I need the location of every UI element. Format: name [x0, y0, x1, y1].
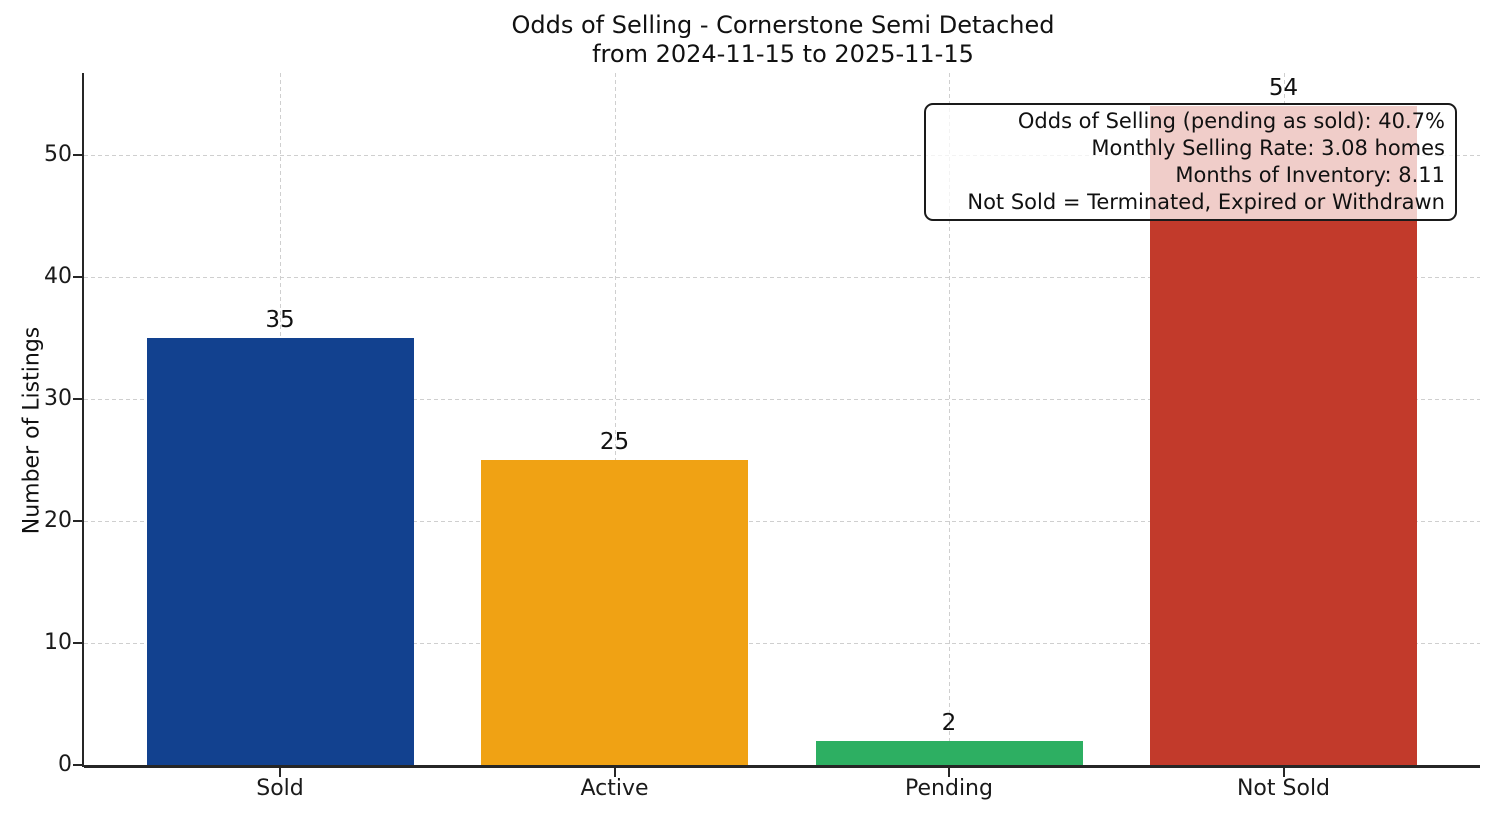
x-tick-label-not-sold: Not Sold — [1236, 776, 1331, 801]
y-tick-label: 50 — [44, 142, 72, 167]
gridline-horizontal — [84, 399, 1480, 400]
gridline-horizontal — [84, 277, 1480, 278]
gridline-horizontal — [84, 521, 1480, 522]
gridline-vertical-pending — [949, 73, 950, 765]
annotation-line-2: Monthly Selling Rate: 3.08 homes — [1091, 136, 1445, 160]
y-tick-mark — [73, 398, 82, 400]
gridline-vertical-active — [614, 73, 616, 765]
y-tick-mark — [73, 520, 82, 522]
bar-sold — [146, 338, 414, 765]
chart-title-line1: Odds of Selling - Cornerstone Semi Detac… — [511, 11, 1055, 39]
y-tick-label: 40 — [44, 264, 72, 289]
y-tick-mark — [73, 154, 82, 156]
chart-title-line2: from 2024-11-15 to 2025-11-15 — [592, 40, 974, 68]
y-tick-label: 20 — [44, 508, 72, 533]
x-axis-spine — [84, 765, 1480, 768]
chart-title: Odds of Selling - Cornerstone Semi Detac… — [512, 11, 1055, 69]
y-tick-label: 30 — [44, 386, 72, 411]
bar-value-label-sold: 35 — [265, 307, 295, 333]
x-tick-mark-pending — [948, 767, 950, 777]
x-tick-mark-active — [613, 767, 616, 777]
annotation-line-1: Odds of Selling (pending as sold): 40.7% — [1017, 109, 1445, 133]
x-tick-label-active: Active — [580, 776, 649, 801]
x-tick-label-sold: Sold — [256, 776, 304, 801]
gridline-horizontal — [84, 155, 1480, 156]
bar-value-label-pending: 2 — [941, 709, 957, 736]
annotation-box: Odds of Selling (pending as sold): 40.7%… — [924, 103, 1457, 221]
y-tick-label: 0 — [58, 752, 72, 777]
gridline-horizontal — [84, 643, 1480, 644]
y-tick-label: 10 — [44, 630, 72, 655]
x-tick-label-pending: Pending — [905, 776, 993, 801]
bar-value-label-not-sold: 54 — [1268, 75, 1299, 102]
bar-value-label-active: 25 — [599, 429, 630, 455]
bar-active — [481, 460, 748, 765]
annotation-line-3: Months of Inventory: 8.11 — [1175, 163, 1445, 187]
y-tick-mark — [73, 764, 82, 766]
y-tick-mark — [73, 276, 82, 278]
bar-pending — [815, 740, 1083, 765]
x-tick-mark-sold — [279, 767, 281, 777]
y-tick-mark — [73, 642, 82, 644]
x-tick-mark-not-sold — [1282, 767, 1285, 777]
y-axis-spine — [82, 73, 84, 767]
annotation-line-4: Not Sold = Terminated, Expired or Withdr… — [967, 190, 1445, 214]
